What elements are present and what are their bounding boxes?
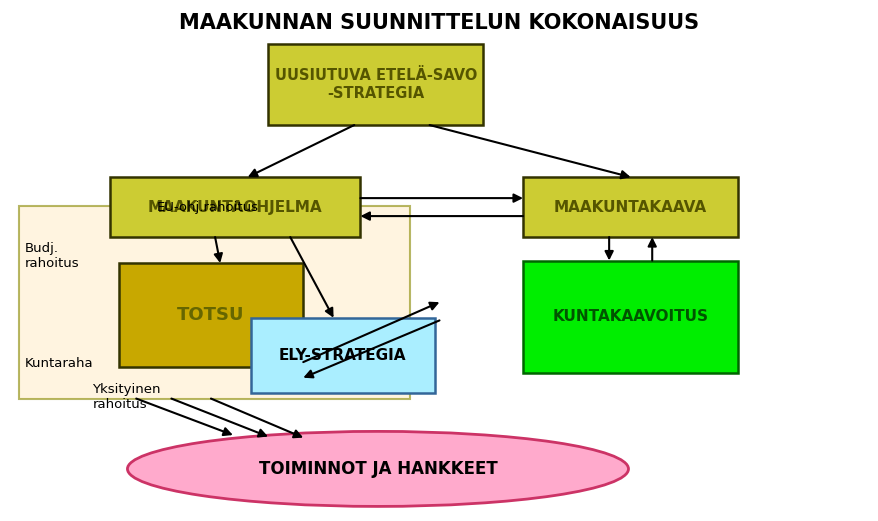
Text: Budj.
rahoitus: Budj. rahoitus xyxy=(25,242,79,270)
Text: TOTSU: TOTSU xyxy=(177,306,244,324)
Text: TOIMINNOT JA HANKKEET: TOIMINNOT JA HANKKEET xyxy=(258,460,497,478)
Bar xyxy=(522,177,738,237)
Bar xyxy=(110,177,360,237)
Text: UUSIUTUVA ETELÄ-SAVO
-STRATEGIA: UUSIUTUVA ETELÄ-SAVO -STRATEGIA xyxy=(274,68,477,101)
Bar xyxy=(268,44,483,125)
Bar xyxy=(119,263,303,367)
Text: Yksityinen
rahoitus: Yksityinen rahoitus xyxy=(92,383,161,411)
Text: KUNTAKAAVOITUS: KUNTAKAAVOITUS xyxy=(552,309,708,324)
Bar xyxy=(522,260,738,373)
Ellipse shape xyxy=(127,431,628,506)
Text: EU-ohj.rahoitus: EU-ohj.rahoitus xyxy=(156,201,258,214)
Bar xyxy=(19,206,410,399)
Bar xyxy=(250,318,435,393)
Text: MAAKUNTAKAAVA: MAAKUNTAKAAVA xyxy=(553,200,707,215)
Text: MAAKUNNAN SUUNNITTELUN KOKONAISUUS: MAAKUNNAN SUUNNITTELUN KOKONAISUUS xyxy=(179,13,699,33)
Text: ELY-STRATEGIA: ELY-STRATEGIA xyxy=(278,348,407,363)
Text: Kuntaraha: Kuntaraha xyxy=(25,357,93,370)
Text: MAAKUNTAOHJELMA: MAAKUNTAOHJELMA xyxy=(148,200,322,215)
